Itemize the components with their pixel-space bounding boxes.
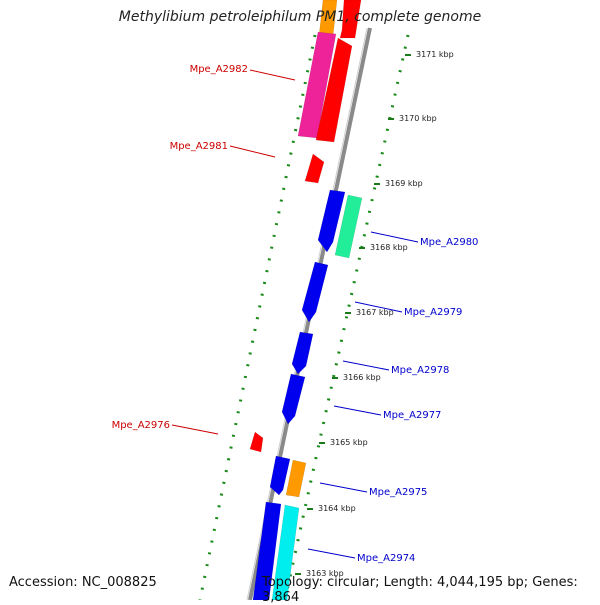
gene-label-text[interactable]: Mpe_A2974 [357, 553, 415, 564]
gene-label-mpe-a2974[interactable]: Mpe_A2974 [307, 548, 415, 564]
gene-feature-blue-2980[interactable] [317, 189, 346, 253]
scale-tick-label: 3170 kbp [399, 114, 437, 123]
gene-labels: Mpe_A2982 Mpe_A2981 Mpe_A2976 Mpe_A2980 Mpe_… [112, 64, 479, 564]
scale-tick: 3165 kbp [319, 438, 368, 447]
gc-dotted-track-inner [198, 34, 317, 600]
gene-label-leader-line [333, 405, 382, 416]
gene-label-leader-line [354, 301, 403, 313]
scale-tick-label: 3171 kbp [416, 50, 454, 59]
scale-tick: 3168 kbp [359, 243, 408, 252]
scale-tick-label: 3167 kbp [356, 308, 394, 317]
gene-label-text[interactable]: Mpe_A2975 [369, 487, 427, 498]
gene-label-mpe-a2978[interactable]: Mpe_A2978 [342, 360, 449, 376]
scale-tick-label: 3163 kbp [306, 569, 344, 578]
map-title: Methylibium petroleiphilum PM1, complete… [118, 9, 482, 25]
gene-feature-blue-2974[interactable] [252, 501, 282, 600]
gene-label-mpe-a2980[interactable]: Mpe_A2980 [370, 231, 478, 248]
scale-tick-label: 3168 kbp [370, 243, 408, 252]
gene-feature-blue-2978[interactable] [291, 331, 314, 375]
gene-label-leader-line [171, 424, 219, 435]
gene-feature-blue-2975[interactable] [269, 455, 291, 496]
gene-label-text[interactable]: Mpe_A2982 [190, 64, 248, 75]
gc-dotted-track-outer [283, 34, 410, 600]
gene-label-leader-line [342, 360, 390, 371]
gene-label-leader-line [319, 482, 368, 493]
gene-feature-red-long[interactable] [315, 37, 353, 143]
gene-label-text[interactable]: Mpe_A2979 [404, 307, 462, 318]
gene-label-mpe-a2977[interactable]: Mpe_A2977 [333, 405, 441, 421]
gene-feature-green-2980[interactable] [334, 194, 363, 259]
scale-tick: 3170 kbp [388, 114, 437, 123]
scale-tick: 3163 kbp [295, 569, 344, 578]
gene-label-leader-line [307, 548, 356, 559]
scale-ticks: 3171 kbp 3170 kbp 3169 kbp 3168 kbp 3167 kbp… [295, 50, 454, 578]
scale-tick: 3167 kbp [345, 308, 394, 317]
gene-label-leader-line [229, 145, 276, 158]
gene-feature-cyan-2974[interactable] [271, 504, 300, 600]
scale-tick: 3164 kbp [307, 504, 356, 513]
gene-feature-red-small-2981[interactable] [304, 153, 325, 184]
gene-label-mpe-a2981[interactable]: Mpe_A2981 [170, 141, 276, 158]
gene-label-text[interactable]: Mpe_A2976 [112, 420, 170, 431]
gene-label-text[interactable]: Mpe_A2981 [170, 141, 228, 152]
gene-label-text[interactable]: Mpe_A2978 [391, 365, 449, 376]
scale-tick: 3169 kbp [374, 179, 423, 188]
gene-feature-red-small-2976[interactable] [249, 431, 264, 453]
gene-label-mpe-a2975[interactable]: Mpe_A2975 [319, 482, 427, 498]
gene-label-mpe-a2982[interactable]: Mpe_A2982 [190, 64, 296, 81]
gene-feature-blue-2977[interactable] [281, 373, 306, 425]
gene-feature-blue-2979[interactable] [301, 261, 329, 323]
gene-label-mpe-a2976[interactable]: Mpe_A2976 [112, 420, 219, 435]
gene-label-text[interactable]: Mpe_A2980 [420, 237, 478, 248]
gene-label-mpe-a2979[interactable]: Mpe_A2979 [354, 301, 462, 318]
gene-features [249, 0, 363, 600]
genome-summary-text: Topology: circular; Length: 4,044,195 bp… [262, 575, 578, 605]
gene-label-text[interactable]: Mpe_A2977 [383, 410, 441, 421]
scale-tick-label: 3169 kbp [385, 179, 423, 188]
gene-label-leader-line [370, 231, 419, 243]
scale-tick-label: 3164 kbp [318, 504, 356, 513]
gene-feature-red-top[interactable] [339, 0, 362, 39]
gene-label-leader-line [249, 69, 296, 81]
accession-text: Accession: NC_008825 [9, 575, 157, 590]
scale-tick-label: 3166 kbp [343, 373, 381, 382]
scale-tick: 3166 kbp [332, 373, 381, 382]
scale-tick-label: 3165 kbp [330, 438, 368, 447]
scale-tick: 3171 kbp [405, 50, 454, 59]
gene-feature-orange-2975[interactable] [285, 459, 307, 498]
